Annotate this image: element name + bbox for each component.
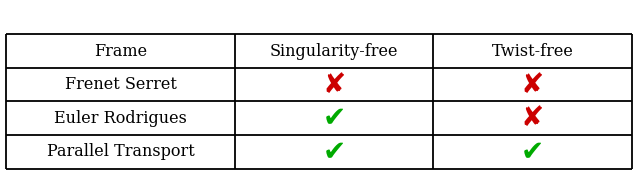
- Text: Frenet Serret: Frenet Serret: [64, 76, 177, 93]
- Text: Parallel Transport: Parallel Transport: [47, 143, 195, 160]
- Text: ✔: ✔: [322, 104, 346, 132]
- Text: Euler Rodrigues: Euler Rodrigues: [54, 110, 187, 127]
- Text: ✔: ✔: [521, 138, 544, 166]
- Text: ✔: ✔: [322, 138, 346, 166]
- Text: Frame: Frame: [94, 43, 147, 60]
- Text: ✘: ✘: [521, 104, 544, 132]
- Text: Twist-free: Twist-free: [492, 43, 574, 60]
- Text: ✘: ✘: [322, 71, 346, 99]
- Text: Singularity-free: Singularity-free: [270, 43, 398, 60]
- Text: ✘: ✘: [521, 71, 544, 99]
